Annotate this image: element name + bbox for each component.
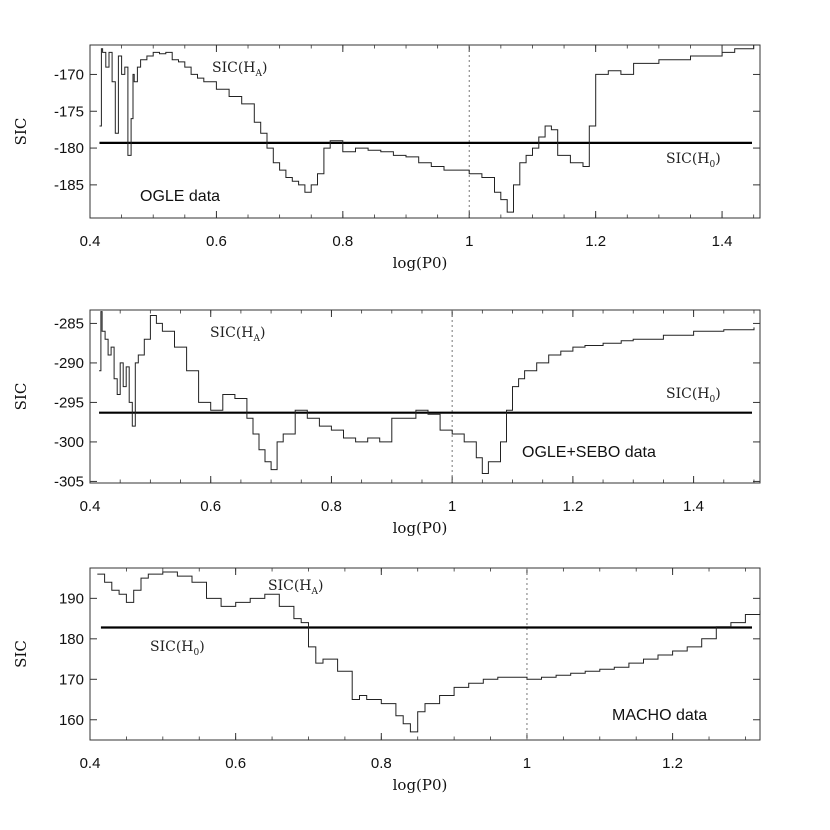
x-tick-label: 1.4 [712, 233, 733, 250]
x-axis-label: log(P0) [393, 776, 448, 794]
x-tick-label: 0.8 [371, 755, 392, 772]
y-tick-label: -300 [54, 434, 84, 451]
series-line-sic-ha [97, 571, 761, 733]
x-tick-label: 1.4 [683, 498, 704, 515]
panel-ogle-sebo: 0.4 0.6 0.8 1 1.2 1.4 -285 -290 -295 -300 -305 log(… [12, 309, 761, 537]
y-tick-label: -175 [54, 103, 84, 120]
x-tick-label: 0.8 [332, 233, 353, 250]
y-tick-label: 170 [59, 671, 84, 688]
y-tick-label: -285 [54, 315, 84, 332]
y-tick-label: 180 [59, 631, 84, 648]
panel-ogle: 0.4 0.6 0.8 1 1.2 1.4 -170 -175 -180 -185 log(P0) S… [12, 44, 761, 272]
y-axis-label: SIC [12, 383, 30, 411]
x-axis-label: log(P0) [393, 254, 448, 272]
series-line-sic-ha [99, 311, 755, 474]
y-tick-label: -180 [54, 140, 84, 157]
x-tick-label: 0.4 [80, 498, 101, 515]
x-tick-label: 0.8 [321, 498, 342, 515]
y-tick-label: -290 [54, 355, 84, 372]
x-tick-label: 1 [448, 498, 456, 515]
sic-h0-label: SIC(H0) [150, 639, 205, 658]
y-tick-label: -185 [54, 177, 84, 194]
y-tick-label: -295 [54, 394, 84, 411]
y-tick-label: 160 [59, 712, 84, 729]
y-tick-label: -170 [54, 66, 84, 83]
dataset-label: MACHO data [612, 707, 707, 724]
sic-ha-label: SIC(HA) [210, 325, 265, 344]
sic-h0-label: SIC(H0) [666, 386, 721, 405]
x-tick-label: 0.6 [225, 755, 246, 772]
x-tick-label: 0.6 [200, 498, 221, 515]
x-tick-label: 1 [465, 233, 473, 250]
x-axis-label: log(P0) [393, 519, 448, 537]
plot-frame [89, 44, 761, 219]
x-tick-label: 1.2 [585, 233, 606, 250]
plot-frame [89, 309, 761, 484]
x-tick-label: 0.4 [80, 233, 101, 250]
y-tick-label: -305 [54, 473, 84, 490]
y-tick-label: 190 [59, 590, 84, 607]
sic-h0-label: SIC(H0) [666, 151, 721, 170]
y-axis-label: SIC [12, 640, 30, 668]
sic-ha-label: SIC(HA) [268, 578, 323, 597]
dataset-label: OGLE data [140, 188, 220, 205]
dataset-label: OGLE+SEBO data [522, 444, 656, 461]
panel-macho: 0.4 0.6 0.8 1 1.2 160 170 180 190 log(P0) SIC SIC(H… [12, 567, 761, 794]
x-tick-label: 0.6 [206, 233, 227, 250]
plot-frame [89, 567, 761, 741]
x-tick-label: 0.4 [80, 755, 101, 772]
x-tick-label: 1 [523, 755, 531, 772]
y-axis-label: SIC [12, 118, 30, 146]
series-line-sic-ha [99, 45, 755, 213]
sic-ha-label: SIC(HA) [212, 60, 267, 79]
x-tick-label: 1.2 [662, 755, 683, 772]
x-tick-label: 1.2 [562, 498, 583, 515]
